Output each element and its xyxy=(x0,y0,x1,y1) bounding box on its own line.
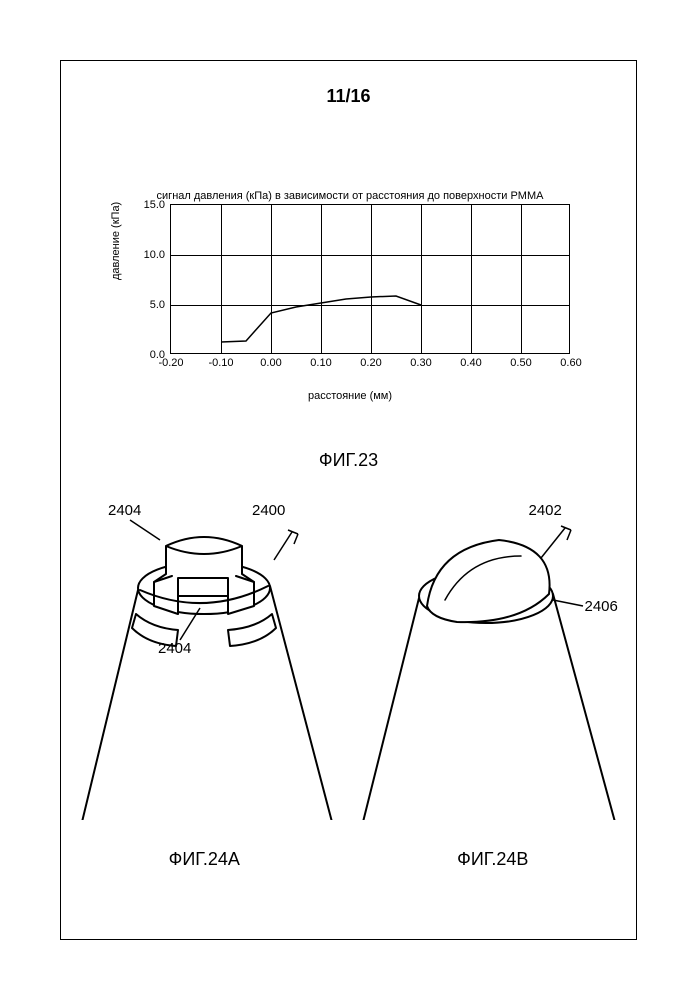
fig24b-label-2402: 2402 xyxy=(529,502,562,519)
fig24a: 2404 2400 2404 ФИГ.24A xyxy=(60,490,349,820)
fig24b-label-2406: 2406 xyxy=(585,598,618,615)
chart-plot-area: 0.05.010.015.0-0.20-0.100.000.100.200.30… xyxy=(170,204,570,354)
fig24a-label-2404-top: 2404 xyxy=(108,502,141,519)
chart-xlabel: расстояние (мм) xyxy=(120,390,580,402)
chart-ylabel: давление (кПа) xyxy=(110,202,122,280)
chart-xtick-label: 0.10 xyxy=(310,357,331,369)
chart-ytick-label: 10.0 xyxy=(144,249,165,261)
fig24-row: 2404 2400 2404 ФИГ.24A xyxy=(60,490,637,820)
fig24b: 2402 2406 ФИГ.24B xyxy=(349,490,638,820)
fig24a-label-2400: 2400 xyxy=(252,502,285,519)
chart-xtick-label: 0.20 xyxy=(360,357,381,369)
chart-xtick-label: -0.10 xyxy=(208,357,233,369)
chart-line-svg xyxy=(171,205,571,355)
page: 11/16 сигнал давления (кПа) в зависимост… xyxy=(0,0,697,1000)
fig24b-caption: ФИГ.24B xyxy=(349,849,638,870)
fig24a-label-2404-inner: 2404 xyxy=(158,640,191,657)
chart-ytick-label: 5.0 xyxy=(150,299,165,311)
chart-xtick-label: 0.00 xyxy=(260,357,281,369)
chart-xtick-label: 0.30 xyxy=(410,357,431,369)
fig24a-svg xyxy=(60,490,348,820)
fig24b-svg xyxy=(349,490,637,820)
fig23-caption: ФИГ.23 xyxy=(0,450,697,471)
chart-data-line xyxy=(221,296,421,342)
chart-ytick-label: 15.0 xyxy=(144,199,165,211)
fig24a-caption: ФИГ.24A xyxy=(60,849,349,870)
chart-xtick-label: -0.20 xyxy=(158,357,183,369)
chart-title: сигнал давления (кПа) в зависимости от р… xyxy=(120,190,580,202)
pressure-chart: сигнал давления (кПа) в зависимости от р… xyxy=(120,190,580,370)
chart-xtick-label: 0.40 xyxy=(460,357,481,369)
chart-xtick-label: 0.50 xyxy=(510,357,531,369)
page-number: 11/16 xyxy=(0,86,697,107)
chart-xtick-label: 0.60 xyxy=(560,357,581,369)
